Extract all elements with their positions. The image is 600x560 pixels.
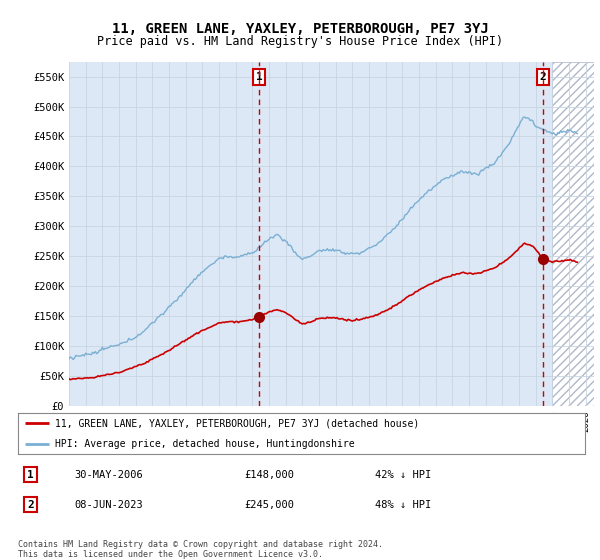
Text: 42% ↓ HPI: 42% ↓ HPI <box>375 470 431 479</box>
Text: £245,000: £245,000 <box>245 500 295 510</box>
Text: £148,000: £148,000 <box>245 470 295 479</box>
Text: HPI: Average price, detached house, Huntingdonshire: HPI: Average price, detached house, Hunt… <box>55 438 355 449</box>
Text: 1: 1 <box>27 470 34 479</box>
Text: 08-JUN-2023: 08-JUN-2023 <box>75 500 143 510</box>
Text: Price paid vs. HM Land Registry's House Price Index (HPI): Price paid vs. HM Land Registry's House … <box>97 35 503 48</box>
Text: 11, GREEN LANE, YAXLEY, PETERBOROUGH, PE7 3YJ: 11, GREEN LANE, YAXLEY, PETERBOROUGH, PE… <box>112 22 488 36</box>
Text: Contains HM Land Registry data © Crown copyright and database right 2024.
This d: Contains HM Land Registry data © Crown c… <box>18 540 383 559</box>
Text: 11, GREEN LANE, YAXLEY, PETERBOROUGH, PE7 3YJ (detached house): 11, GREEN LANE, YAXLEY, PETERBOROUGH, PE… <box>55 418 419 428</box>
Text: 48% ↓ HPI: 48% ↓ HPI <box>375 500 431 510</box>
Bar <box>553 62 594 406</box>
Text: 2: 2 <box>539 72 547 82</box>
Text: 2: 2 <box>27 500 34 510</box>
Text: 1: 1 <box>256 72 263 82</box>
Text: 30-MAY-2006: 30-MAY-2006 <box>75 470 143 479</box>
